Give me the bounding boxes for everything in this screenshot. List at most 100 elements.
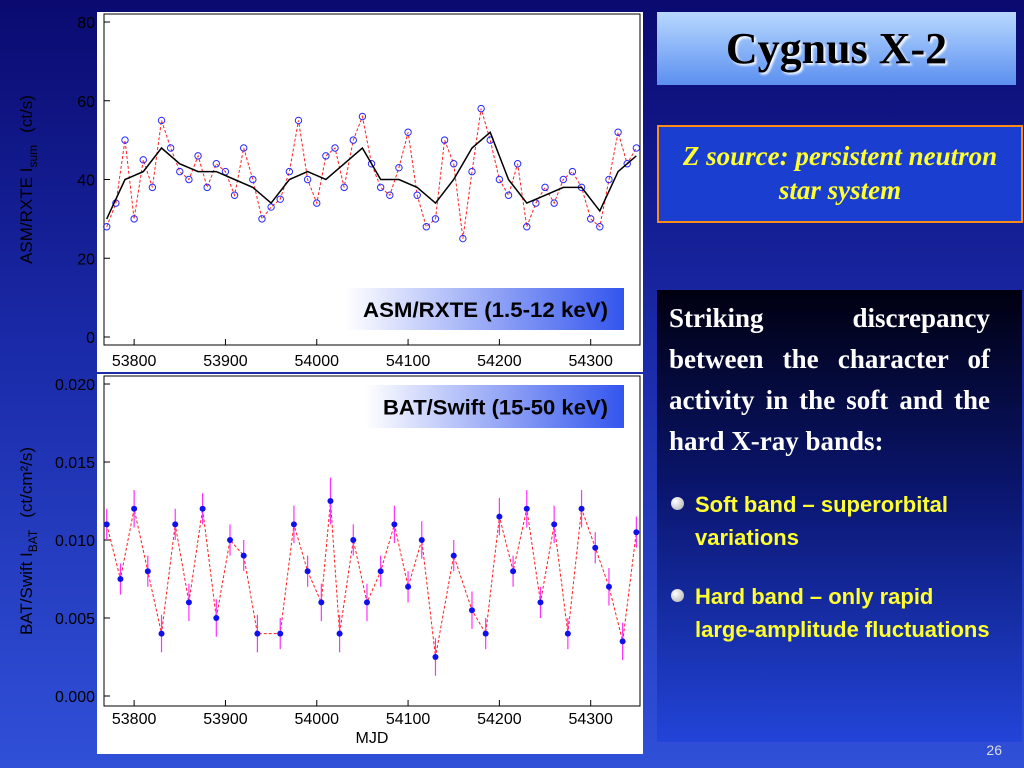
data-point: [349, 136, 357, 144]
data-point: [559, 175, 567, 184]
y-tick-label: 0.010: [55, 533, 95, 550]
charts: 0 20 40 60 80 53800 53900 54000 54100 54200 54300 A…: [17, 13, 641, 747]
data-point: [418, 537, 425, 543]
data-point: [121, 136, 129, 144]
data-point: [432, 654, 439, 660]
y-axis-label-unit: (ct/s): [17, 95, 36, 133]
data-point: [541, 183, 549, 192]
y-axis-label: ASM/RXTE Isum (ct/s): [17, 95, 40, 264]
data-point: [203, 183, 211, 192]
data-point: [523, 505, 530, 512]
bullet-list: Soft band – superorbital variations Hard…: [669, 488, 990, 646]
annotation-box: [345, 288, 624, 330]
data-point: [313, 199, 321, 207]
data-point: [431, 215, 440, 223]
data-point: [158, 630, 165, 637]
data-point: [632, 144, 641, 152]
x-tick-label: 54000: [295, 711, 340, 728]
data-point: [564, 630, 571, 637]
annotation: ASM/RXTE (1.5-12 keV): [363, 299, 608, 322]
y-axis-label-main: BAT/Swift I: [17, 552, 36, 635]
data-point: [166, 144, 175, 152]
data-point: [212, 160, 221, 168]
data-point: [199, 505, 206, 512]
subtitle: Z source: persistent neutron star system: [682, 141, 998, 205]
text-box: Striking discrepancy between the charact…: [657, 290, 1022, 742]
data-point: [367, 160, 376, 168]
data-point: [586, 215, 595, 223]
data-point: [318, 599, 325, 606]
data-point: [277, 630, 284, 637]
data-point: [327, 498, 334, 504]
x-tick-label: 54000: [295, 353, 340, 370]
data-point: [450, 552, 457, 559]
x-tick-label: 54100: [386, 353, 431, 370]
x-tick-label: 54200: [477, 711, 522, 728]
data-point: [172, 521, 179, 528]
data-point: [377, 568, 384, 575]
data-point: [157, 116, 166, 125]
y-axis-label-sub: sum: [26, 145, 40, 168]
data-point: [391, 521, 398, 528]
data-point: [605, 583, 612, 590]
subtitle-box: Z source: persistent neutron star system: [657, 125, 1023, 223]
paragraph: Striking discrepancy between the charact…: [669, 303, 990, 457]
data-point: [304, 568, 311, 575]
x-tick-label: 53900: [203, 353, 248, 370]
plot-frame: [103, 375, 641, 707]
data-point: [340, 183, 348, 192]
data-point: [117, 576, 124, 582]
data-point: [322, 152, 330, 160]
y-axis-label-unit: (ct/cm²/s): [17, 447, 36, 518]
data-point: [303, 175, 312, 184]
y-tick-label: 0.005: [55, 611, 95, 628]
x-tick-label: 53800: [112, 353, 157, 370]
bullet: Soft band – superorbital variations: [669, 488, 990, 554]
smoothed-line: [106, 131, 637, 220]
data-point: [148, 183, 157, 192]
page-number: 26: [986, 742, 1002, 758]
y-tick-label: 0: [86, 330, 95, 347]
data-point: [103, 223, 111, 231]
data-point: [468, 167, 476, 176]
y-tick-label: 0.000: [55, 689, 95, 706]
data-point: [213, 615, 220, 621]
data-point: [477, 104, 485, 113]
data-point: [363, 599, 370, 606]
x-tick-label: 54300: [568, 711, 613, 728]
y-tick-label: 0.020: [55, 377, 95, 394]
data-point: [240, 552, 247, 559]
data-point: [468, 607, 475, 614]
x-tick-label: 54200: [477, 353, 522, 370]
x-tick-label: 53900: [203, 711, 248, 728]
data-point: [404, 128, 412, 136]
data-point: [331, 144, 339, 152]
data-point: [495, 175, 504, 184]
annotation: BAT/Swift (15-50 keV): [383, 397, 608, 420]
data-point: [550, 199, 558, 207]
y-axis-label-main: ASM/RXTE I: [17, 168, 36, 264]
y-tick-label: 40: [77, 173, 95, 190]
x-tick-label: 53800: [112, 711, 157, 728]
data-point: [227, 537, 234, 543]
data-point: [596, 223, 604, 231]
data-point: [619, 638, 626, 645]
data-point: [405, 583, 412, 590]
y-tick-label: 0.015: [55, 455, 95, 472]
title: Cygnus X-2: [725, 24, 948, 73]
data-point: [103, 521, 110, 528]
data-point: [350, 537, 357, 543]
data-point: [336, 630, 343, 637]
data-point: [258, 215, 266, 223]
data-point: [551, 521, 558, 528]
data-point: [592, 544, 599, 551]
x-tick-label: 54300: [568, 353, 613, 370]
data-point: [294, 116, 303, 125]
data-point: [139, 156, 147, 164]
data-point: [194, 152, 202, 160]
data-point: [510, 568, 517, 575]
data-point: [413, 191, 421, 199]
data-point: [459, 234, 467, 243]
data-point: [504, 191, 513, 199]
